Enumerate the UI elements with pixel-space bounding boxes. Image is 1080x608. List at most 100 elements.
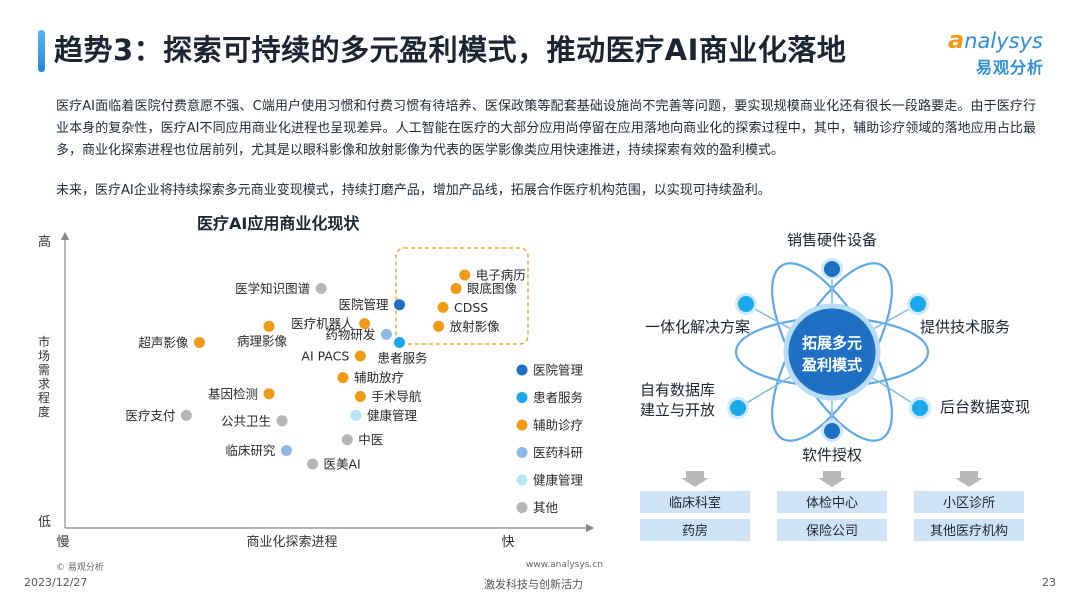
- data-point: [280, 445, 292, 456]
- data-point-label: 药物研发: [325, 327, 376, 342]
- data-point: [354, 391, 366, 402]
- target-box: [914, 519, 1024, 541]
- data-point: [433, 320, 445, 332]
- logo-chinese: 易观分析: [976, 58, 1045, 77]
- data-point-label: 患者服务: [378, 351, 428, 366]
- target-box-label: 其他医疗机构: [930, 524, 1008, 539]
- data-point-label: 电子病历: [476, 268, 526, 283]
- data-point: [341, 434, 353, 446]
- chart-title: 医疗AI应用商业化现状: [197, 214, 360, 233]
- outlook-paragraph: 未来，医疗AI企业将持续探索多元商业变现模式，持续打磨产品，增加产品线，拓展合作…: [56, 183, 771, 198]
- down-arrow-icon: [955, 471, 983, 487]
- intro-paragraph: 医疗AI面临着医院付费意愿不强、C端用户使用习惯和付费习惯有待培养、医保政策等配…: [56, 99, 1036, 158]
- logo-english: analysys: [948, 26, 1043, 54]
- data-point: [394, 337, 405, 348]
- data-point-label: 病理影像: [237, 333, 288, 348]
- legend-label: 其他: [533, 500, 559, 515]
- data-point-label: 公共卫生: [221, 413, 271, 428]
- website-url: www.analysys.cn: [526, 560, 603, 570]
- y-axis-high-label: 高: [38, 234, 51, 250]
- x-axis-high-label: 快: [501, 535, 514, 550]
- revenue-node: [909, 397, 931, 419]
- hub-circle: [783, 303, 881, 401]
- data-point-label: 手术导航: [371, 389, 422, 404]
- revenue-node: [821, 258, 843, 280]
- data-point-label: AI PACS: [301, 349, 349, 364]
- revenue-node-label: 建立与开放: [640, 401, 715, 419]
- data-point-label: 临床研究: [225, 443, 276, 458]
- data-point: [263, 388, 275, 400]
- legend-label: 健康管理: [533, 473, 584, 488]
- data-point: [193, 337, 205, 348]
- data-point-label: 基因检测: [208, 386, 258, 401]
- y-axis-low-label: 低: [38, 515, 51, 530]
- analysys-logo: analysys 易观分析: [948, 26, 1068, 77]
- data-point-label: 医院管理: [338, 297, 389, 312]
- data-point-label: 医美AI: [324, 457, 361, 472]
- legend-label: 辅助诊疗: [533, 418, 583, 433]
- legend-label: 医院管理: [533, 363, 584, 378]
- data-point: [380, 328, 392, 340]
- down-arrow-icon: [818, 471, 846, 487]
- data-point-label: 超声影像: [138, 335, 189, 350]
- data-point: [307, 458, 318, 470]
- legend-swatch: [516, 392, 528, 403]
- data-point-label: 医疗支付: [125, 408, 175, 423]
- data-point-label: 医学知识图谱: [235, 281, 310, 296]
- y-axis-title-char: 市: [38, 334, 50, 349]
- hub-label: 拓展多元: [802, 334, 862, 352]
- legend-swatch: [516, 474, 528, 486]
- data-point: [459, 269, 471, 281]
- revenue-node-label: 一体化解决方案: [645, 318, 750, 336]
- data-point: [180, 409, 192, 421]
- slogan-text: 激发科技与创新活力: [484, 578, 583, 591]
- y-axis-title-char: 度: [38, 404, 50, 419]
- data-point-label: CDSS: [454, 300, 488, 315]
- target-box: [777, 491, 887, 513]
- data-point-label: 中医: [358, 432, 383, 447]
- down-arrow-icon: [681, 471, 709, 487]
- revenue-node-label: 自有数据库: [640, 381, 715, 399]
- copyright-text: © 易观分析: [56, 563, 104, 573]
- legend-label: 患者服务: [533, 390, 583, 405]
- data-point: [437, 301, 449, 313]
- target-box-label: 体检中心: [806, 496, 858, 511]
- x-axis-title: 商业化探索进程: [246, 535, 337, 550]
- target-box: [640, 491, 750, 513]
- data-point-label: 健康管理: [367, 408, 418, 423]
- legend-swatch: [516, 364, 528, 376]
- title-accent-bar: [38, 30, 45, 72]
- data-point: [315, 283, 327, 294]
- target-box: [914, 491, 1024, 513]
- legend-swatch: [516, 502, 528, 513]
- data-point-label: 放射影像: [450, 319, 501, 334]
- page-title: 趋势3：探索可持续的多元盈利模式，推动医疗AI商业化落地: [54, 33, 847, 67]
- page-number: 23: [1042, 576, 1056, 589]
- data-point: [359, 318, 371, 330]
- target-box-label: 小区诊所: [943, 496, 995, 511]
- legend-swatch: [516, 447, 528, 458]
- data-point: [263, 320, 275, 332]
- hub-label: 盈利模式: [801, 356, 862, 374]
- target-box-label: 药房: [682, 523, 708, 539]
- data-point: [354, 350, 366, 362]
- revenue-node: [821, 420, 843, 442]
- data-point: [350, 409, 362, 421]
- data-point-label: 医疗机器人: [291, 316, 354, 331]
- revenue-node: [907, 293, 929, 315]
- legend-swatch: [516, 419, 528, 431]
- data-point-label: 辅助放疗: [354, 370, 404, 385]
- highlight-box: [395, 247, 529, 345]
- revenue-node: [735, 293, 757, 315]
- revenue-node-label: 销售硬件设备: [787, 231, 877, 249]
- revenue-node-label: 提供技术服务: [920, 318, 1010, 336]
- data-point: [276, 415, 288, 427]
- target-box-label: 临床科室: [669, 495, 721, 511]
- y-axis-title-char: 程: [38, 390, 50, 405]
- y-axis-title-char: 场: [38, 349, 50, 363]
- revenue-node-label: 后台数据变现: [940, 398, 1030, 416]
- data-point-label: 眼底图像: [467, 281, 518, 296]
- data-point: [450, 283, 462, 294]
